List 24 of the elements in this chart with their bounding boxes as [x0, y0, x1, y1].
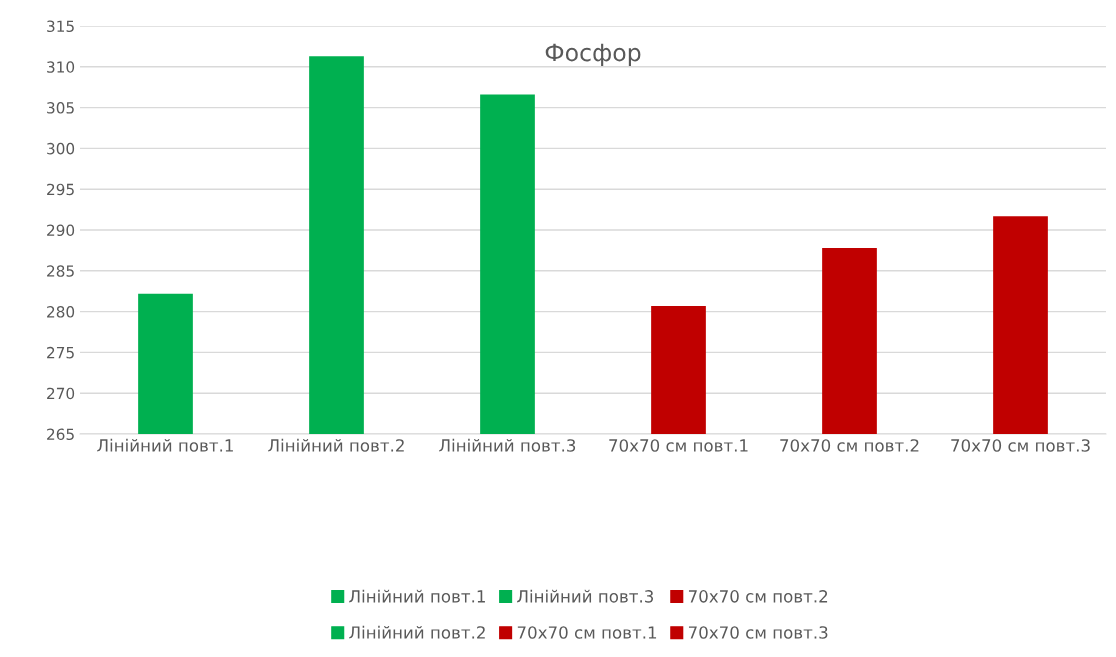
- legend-label: Лінійний повт.3: [517, 589, 654, 603]
- x-tick-label: 70x70 см повт.3: [951, 439, 1090, 452]
- y-tick-label: 285: [47, 265, 74, 277]
- x-tick-label: Лінійний повт.1: [97, 438, 233, 452]
- text: Фосфор: [545, 43, 641, 66]
- x-tick-label: Лінійний повт.3: [439, 438, 576, 452]
- legend-label: 70x70 см повт.3: [688, 626, 828, 639]
- x-tick-label: Лінійний повт.2: [268, 438, 404, 452]
- legend-label: 70x70 см повт.1: [517, 626, 657, 639]
- legend-label: Лінійний повт.1: [349, 589, 485, 603]
- y-tick-label: 315: [47, 20, 74, 33]
- x-tick-label: 70x70 см повт.2: [780, 439, 919, 452]
- x-tick-label: 70x70 см повт.1: [609, 439, 748, 452]
- legend-label: Лінійний повт.2: [349, 625, 485, 639]
- y-tick-label: 290: [47, 224, 75, 237]
- y-tick-label: 295: [47, 183, 74, 196]
- y-tick-label: 270: [47, 387, 75, 400]
- y-tick-label: 305: [47, 102, 74, 114]
- y-tick-label: 300: [47, 142, 75, 155]
- y-tick-label: 280: [47, 306, 75, 318]
- legend-label: 70x70 см повт.2: [688, 590, 828, 603]
- y-tick-label: 310: [47, 61, 75, 73]
- y-tick-label: 265: [47, 428, 74, 441]
- y-tick-label: 275: [47, 346, 74, 359]
